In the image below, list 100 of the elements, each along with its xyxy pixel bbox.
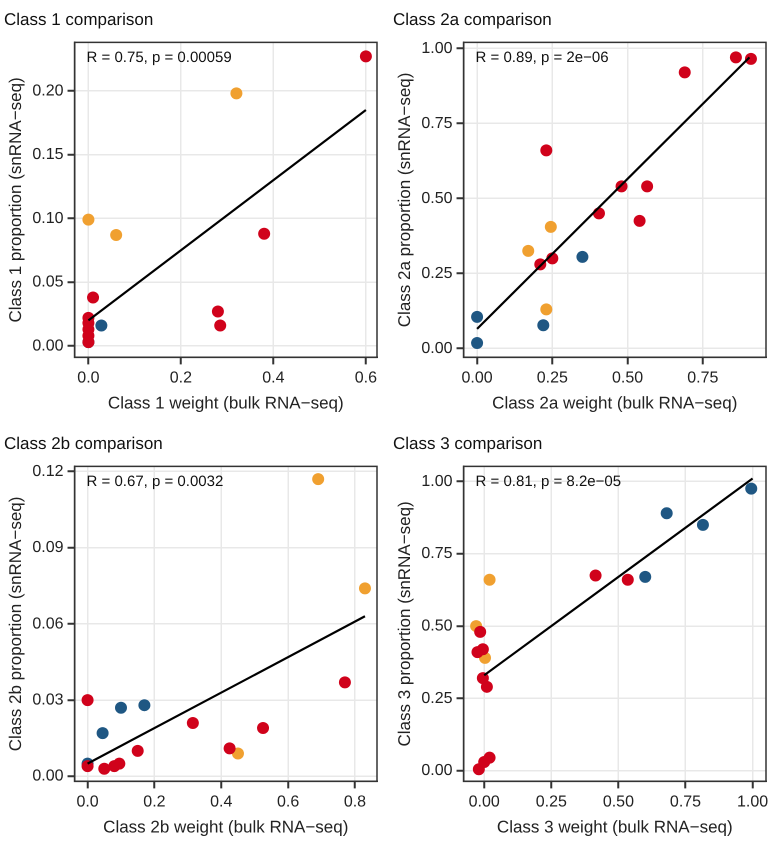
x-axis-title: Class 2a weight (bulk RNA−seq) [492, 393, 738, 412]
point [484, 574, 496, 586]
x-tick-label: 0.25 [536, 793, 567, 810]
point [214, 320, 226, 332]
annotation: R = 0.67, p = 0.0032 [86, 473, 224, 490]
x-tick-label: 0.00 [462, 369, 493, 386]
y-tick-label: 0.12 [32, 462, 64, 480]
point [114, 702, 127, 714]
point [232, 747, 244, 760]
point [212, 305, 224, 318]
point [312, 473, 324, 486]
point [730, 51, 742, 64]
point [87, 291, 100, 304]
point [590, 569, 602, 582]
point [82, 694, 94, 706]
point [522, 244, 534, 257]
x-tick-label: 0.00 [468, 793, 500, 810]
y-tick-label: 0.15 [32, 146, 64, 164]
y-tick-label: 0.75 [421, 545, 453, 562]
point [95, 320, 108, 332]
point [544, 220, 557, 233]
point [186, 716, 199, 729]
point [96, 727, 109, 740]
point [258, 228, 270, 240]
x-tick-label: 1.00 [737, 793, 768, 810]
point [622, 574, 634, 586]
y-tick-label: 1.00 [421, 472, 453, 490]
annotation: R = 0.89, p = 2e−06 [476, 49, 609, 66]
y-tick-label: 0.00 [421, 762, 453, 780]
y-tick-label: 0.00 [32, 768, 64, 785]
x-tick-label: 0.75 [687, 369, 718, 386]
y-tick-label: 0.50 [421, 190, 453, 207]
point [540, 144, 552, 156]
y-axis-title: Class 1 proportion (snRNA−seq) [6, 77, 25, 322]
point [360, 50, 372, 62]
y-tick-label: 0.75 [421, 114, 453, 132]
point [476, 643, 489, 656]
x-tick-label: 0.6 [276, 793, 300, 810]
x-tick-label: 0.8 [344, 793, 366, 810]
point [338, 676, 351, 688]
y-axis-title: Class 2a proportion (snRNA−seq) [394, 72, 414, 328]
x-tick-label: 0.75 [670, 793, 702, 810]
chart-title: Class 2a comparison [393, 10, 552, 29]
point [82, 760, 94, 772]
chart-title: Class 2b comparison [4, 434, 163, 453]
point [660, 507, 673, 520]
x-tick-label: 0.6 [354, 369, 378, 386]
y-tick-label: 0.50 [421, 617, 453, 634]
annotation: R = 0.75, p = 0.00059 [86, 49, 232, 66]
point [110, 228, 122, 241]
point [474, 626, 486, 638]
x-axis-title: Class 2b weight (bulk RNA−seq) [103, 817, 348, 836]
point [639, 570, 652, 583]
x-tick-label: 0.0 [76, 793, 99, 810]
point [576, 250, 588, 263]
chart-title: Class 3 comparison [393, 434, 542, 453]
y-tick-label: 0.06 [32, 615, 64, 632]
point [540, 303, 552, 316]
y-tick-label: 0.00 [421, 340, 453, 357]
point [678, 66, 691, 78]
point [113, 758, 126, 770]
y-tick-label: 1.00 [421, 40, 453, 57]
point [471, 337, 484, 349]
x-tick-label: 0.25 [536, 369, 568, 386]
point [484, 752, 496, 764]
y-tick-label: 0.25 [421, 690, 453, 707]
chart-title: Class 1 comparison [4, 10, 154, 29]
y-tick-label: 0.09 [32, 539, 64, 556]
point [641, 180, 654, 192]
y-tick-label: 0.00 [32, 337, 64, 354]
x-tick-label: 0.2 [143, 793, 166, 810]
point [224, 742, 236, 754]
point [230, 87, 242, 100]
point [358, 582, 371, 594]
x-axis-title: Class 3 weight (bulk RNA−seq) [496, 817, 733, 836]
x-tick-label: 0.4 [262, 369, 285, 386]
point [745, 482, 758, 495]
point [257, 722, 270, 734]
y-tick-label: 0.10 [32, 210, 64, 227]
x-tick-label: 0.2 [170, 369, 192, 386]
y-tick-label: 0.03 [32, 692, 64, 709]
y-tick-label: 0.20 [32, 82, 64, 100]
x-axis-title: Class 1 weight (bulk RNA−seq) [108, 393, 344, 412]
x-tick-label: 0.50 [602, 793, 634, 810]
y-axis-title: Class 3 proportion (snRNA−seq) [394, 501, 414, 746]
point [82, 214, 94, 226]
x-tick-label: 0.4 [210, 793, 232, 810]
y-tick-label: 0.05 [32, 274, 64, 291]
point [634, 214, 646, 227]
y-tick-label: 0.25 [421, 264, 453, 282]
x-tick-label: 0.0 [77, 369, 100, 386]
annotation: R = 0.81, p = 8.2e−05 [476, 473, 622, 490]
point [480, 680, 493, 693]
point [537, 319, 550, 332]
point [132, 744, 144, 757]
point [471, 310, 484, 323]
x-tick-label: 0.50 [612, 369, 644, 386]
point [138, 699, 150, 712]
point [696, 518, 709, 531]
y-axis-title: Class 2b proportion (snRNA−seq) [6, 496, 25, 752]
